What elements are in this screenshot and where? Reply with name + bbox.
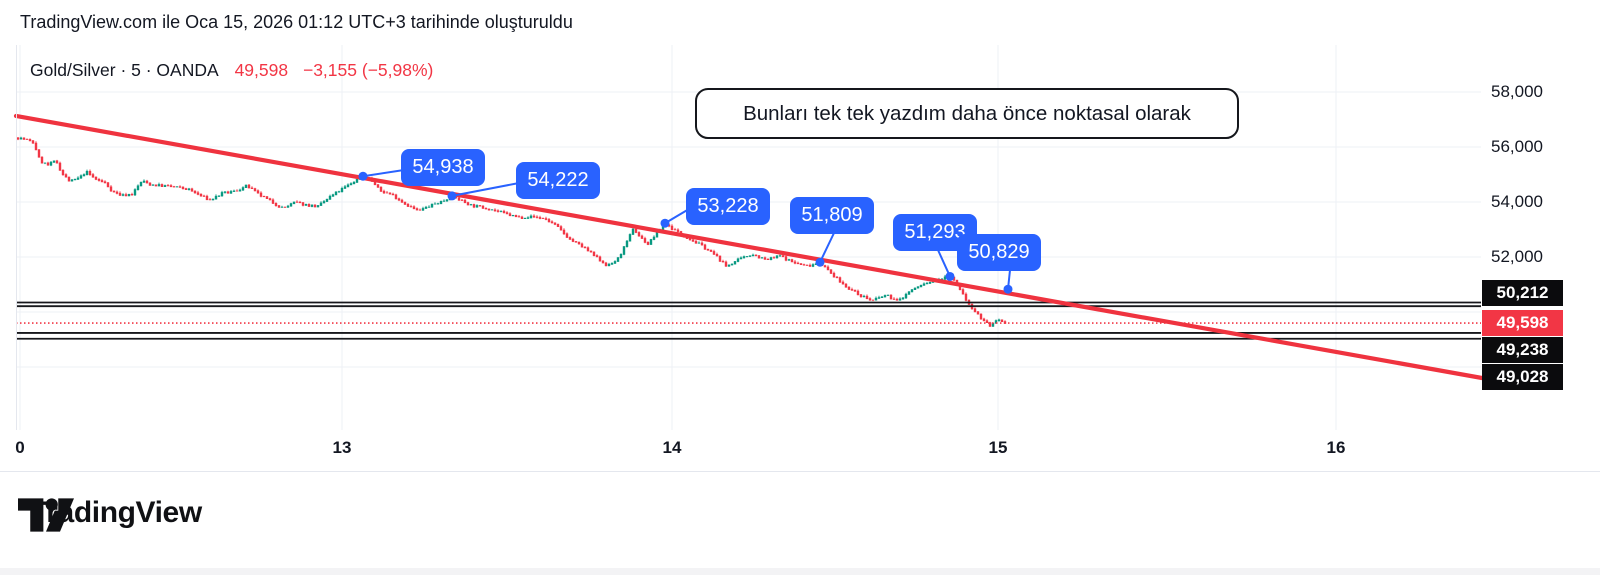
bottom-strip [0, 568, 1600, 575]
axis-price-badge: 49,238 [1482, 336, 1563, 363]
x-axis-tick-label: 15 [988, 438, 1008, 457]
x-axis-tick-label: 13 [332, 438, 352, 457]
tradingview-logo-icon [18, 498, 74, 532]
marker-dot[interactable] [815, 257, 825, 267]
last-price: 49,598 [234, 60, 289, 80]
price-marker-label[interactable]: 53,228 [686, 188, 770, 225]
axis-price-badge: 49,028 [1482, 363, 1563, 390]
marker-connector [937, 249, 951, 277]
marker-dot[interactable] [1003, 284, 1013, 294]
marker-dot[interactable] [660, 218, 670, 228]
candle-bodies-down [16, 137, 1007, 327]
axis-price-badge: 49,598 [1482, 309, 1563, 336]
x-axis-tick-label: 0 [15, 438, 25, 457]
y-axis-tick-label: 56,000 [1491, 137, 1543, 156]
y-axis-tick-label: 54,000 [1491, 192, 1543, 211]
price-marker-label[interactable]: 51,809 [790, 197, 874, 234]
tradingview-logo: TradingView [18, 496, 202, 532]
trendline[interactable] [13, 113, 1485, 381]
marker-connector [451, 182, 520, 197]
y-axis-tick-label: 52,000 [1491, 247, 1543, 266]
marker-connector [664, 208, 690, 225]
plot-left-border [16, 45, 17, 430]
price-marker-label[interactable]: 54,938 [401, 149, 485, 186]
price-change: −3,155 (−5,98%) [302, 60, 434, 80]
chart-legend[interactable]: Gold/Silver · 5 · OANDA 49,598 −3,155 (−… [30, 60, 433, 81]
marker-connector [819, 232, 835, 263]
x-axis-tick-label: 14 [662, 438, 682, 457]
marker-dot[interactable] [358, 171, 368, 181]
marker-dot[interactable] [945, 271, 955, 281]
y-axis-tick-label: 58,000 [1491, 82, 1543, 101]
symbol-title: Gold/Silver · 5 · OANDA [30, 60, 218, 80]
axis-price-badge: 50,212 [1482, 280, 1563, 306]
attribution-text: TradingView.com ile Oca 15, 2026 01:12 U… [20, 12, 573, 32]
x-axis-tick-label: 16 [1326, 438, 1346, 457]
marker-connector [362, 169, 405, 178]
price-marker-label[interactable]: 54,222 [516, 162, 600, 199]
plot-bottom-border [0, 471, 1600, 472]
marker-dot[interactable] [447, 191, 457, 201]
price-marker-label[interactable]: 50,829 [957, 234, 1041, 271]
text-annotation-callout[interactable]: Bunları tek tek yazdım daha önce noktasa… [695, 88, 1239, 139]
